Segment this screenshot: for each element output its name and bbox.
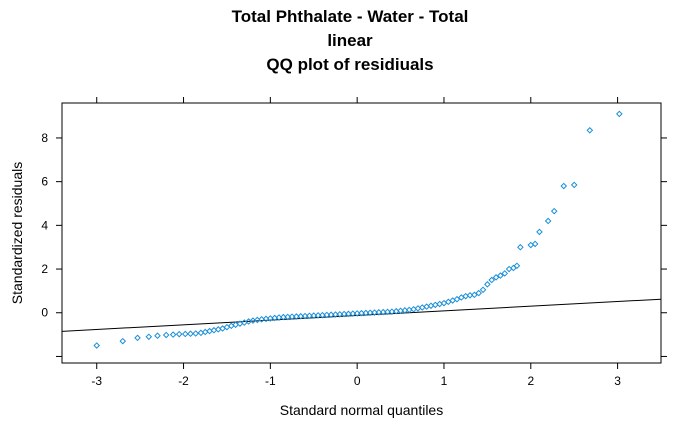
y-tick-label: 0 [41,306,48,320]
data-point [436,300,443,308]
data-point [492,274,500,281]
data-point [119,337,127,345]
data-point [187,330,194,338]
data-point [427,302,435,310]
data-point [531,240,539,248]
data-point [197,329,205,337]
data-point [544,217,552,225]
y-tick-label: 4 [41,218,48,232]
data-point [616,110,623,118]
data-point [175,330,183,338]
data-point [154,332,161,339]
data-point [513,262,521,270]
points-group [93,110,623,349]
data-point [162,331,170,339]
x-tick-label: 0 [354,374,361,388]
x-tick-label: -1 [265,374,276,388]
x-tick-label: 2 [527,374,534,388]
data-point [206,327,213,335]
y-tick-label: 6 [41,175,48,189]
chart-title-line-3: QQ plot of residiuals [266,55,434,74]
data-point [471,291,478,299]
data-point [201,328,209,336]
data-point [93,342,101,349]
data-point [134,334,141,342]
data-point [210,326,218,334]
y-tick-label: 2 [41,262,48,276]
data-point [181,330,189,338]
y-tick-label: 8 [41,131,48,145]
data-point [586,127,594,134]
x-tick-label: 3 [614,374,621,388]
plot-frame [61,102,662,364]
y-axis-label: Standardized residuals [9,162,25,304]
data-point [536,228,543,236]
data-point [570,181,578,189]
data-point [501,270,509,277]
data-point [517,243,524,251]
data-point [169,331,177,338]
data-point [497,272,504,279]
data-point [479,286,487,294]
data-point [145,333,153,341]
x-tick-label: 1 [441,374,448,388]
data-point [423,303,430,310]
data-point [192,330,199,337]
data-point [431,301,439,309]
data-point [560,182,568,190]
data-point [418,304,426,311]
data-point [550,207,558,215]
axis-ticks: -3 -2 -1 0 1 2 3 0 2 4 6 8 [41,97,667,388]
chart-title-line-2: linear [327,31,373,50]
data-point [488,276,496,284]
data-point [453,295,461,303]
x-tick-label: -2 [178,374,189,388]
data-point [484,281,491,288]
x-tick-label: -3 [91,374,102,388]
data-point [475,289,483,297]
chart-title-line-1: Total Phthalate - Water - Total [231,7,469,26]
x-axis-label: Standard normal quantiles [280,402,443,418]
data-point [414,305,422,312]
data-point [214,326,222,333]
